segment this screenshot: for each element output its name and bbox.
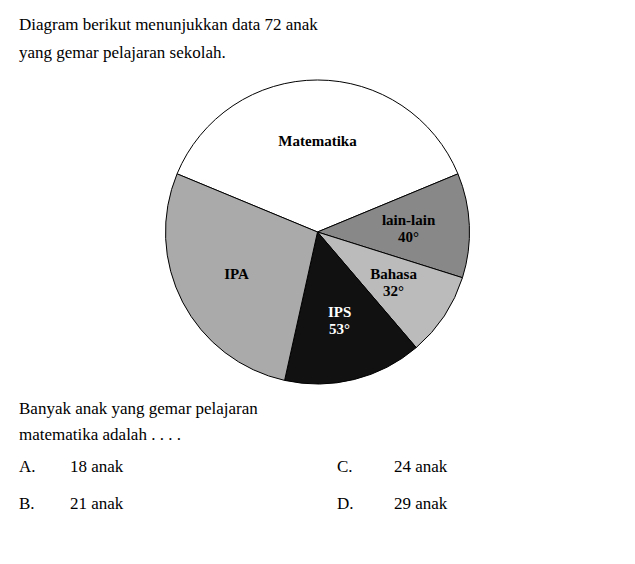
slice-labels: Matematika lain-lain40° Bahasa32° IPS53° IPA	[224, 133, 436, 337]
option-text: 29 anak	[394, 494, 448, 513]
option-text: 18 anak	[70, 457, 124, 476]
data-label: 40°	[398, 229, 419, 245]
option-text: 24 anak	[394, 457, 448, 476]
slice-name: lain-lain	[382, 212, 436, 228]
question: Banyak anak yang gemar pelajaran	[19, 399, 258, 418]
data-label: 53°	[329, 321, 350, 337]
option-letter: D.	[337, 494, 354, 513]
slices	[165, 80, 469, 384]
title: Diagram berikut menunjukkan data 72 anak	[19, 15, 318, 34]
question: matematika adalah . . . .	[19, 425, 181, 444]
option-letter: A.	[19, 457, 36, 476]
option-letter: C.	[337, 457, 353, 476]
subtitle: yang gemar pelajaran sekolah.	[19, 43, 226, 62]
data-label: 32°	[383, 283, 404, 299]
slice	[165, 174, 317, 381]
slice-name: IPA	[224, 266, 249, 282]
chart: Diagram berikut menunjukkan data 72 anak…	[0, 0, 635, 564]
option-text: 21 anak	[70, 494, 124, 513]
slice-name: Bahasa	[370, 266, 417, 282]
slice-name: IPS	[328, 304, 351, 320]
slice-name: Matematika	[278, 133, 357, 149]
option-letter: B.	[19, 494, 35, 513]
